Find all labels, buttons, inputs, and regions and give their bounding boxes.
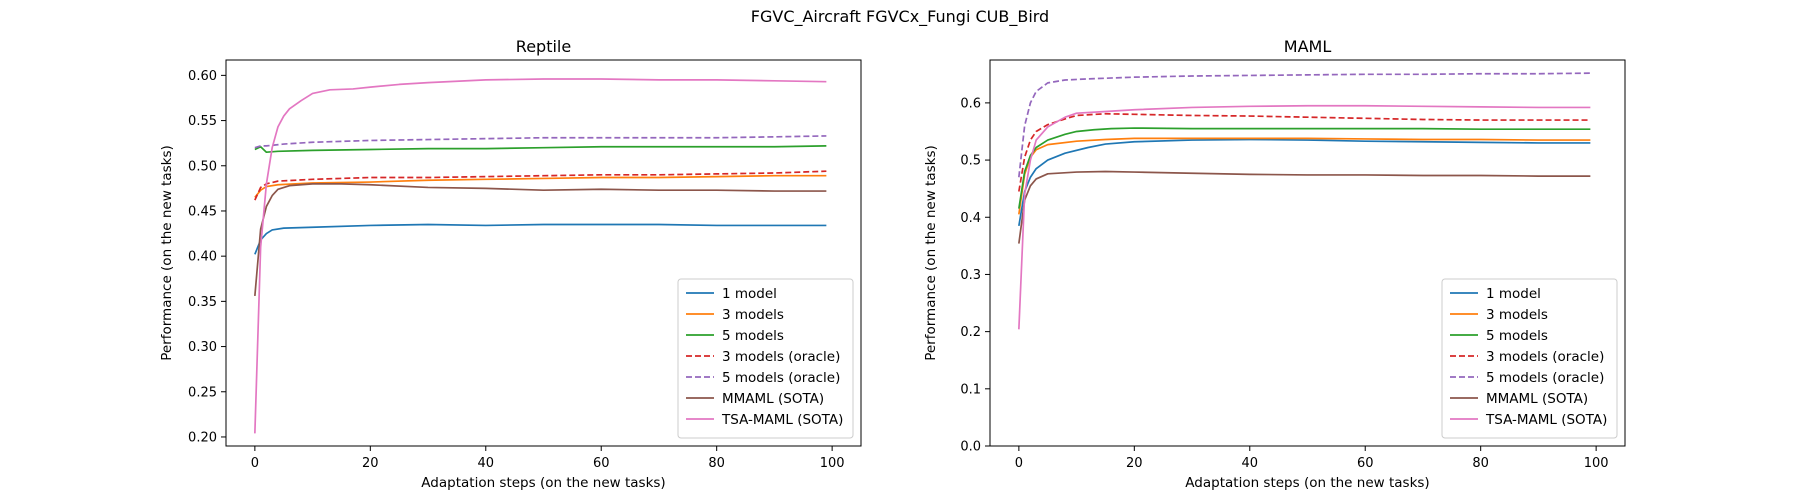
maml-series-5-models-oracle bbox=[1018, 72, 1591, 178]
maml-y-tick-label: 0.2 bbox=[960, 325, 981, 340]
reptile-y-tick-label: 0.25 bbox=[188, 385, 217, 400]
reptile-y-tick-label: 0.30 bbox=[188, 340, 217, 355]
reptile-legend: 1 model 3 models 5 models 3 models (oracle)… bbox=[677, 278, 854, 439]
reptile-series-3-models-oracle bbox=[254, 170, 827, 201]
maml-x-tick-label: 100 bbox=[1584, 456, 1609, 471]
maml-legend-label: 5 models bbox=[1486, 328, 1548, 344]
maml-legend: 1 model 3 models 5 models 3 models (oracle)… bbox=[1441, 278, 1618, 439]
reptile-axes-frame bbox=[225, 59, 862, 447]
maml-series-1-model bbox=[1018, 138, 1591, 226]
reptile-y-tick-label: 0.20 bbox=[188, 430, 217, 445]
reptile-y-tick-label: 0.50 bbox=[188, 159, 217, 174]
maml-y-tick-label: 0.4 bbox=[960, 211, 981, 226]
maml-y-tick-label: 0.5 bbox=[960, 154, 981, 169]
reptile-series-mmaml-sota bbox=[254, 183, 827, 297]
reptile-x-tick-label: 100 bbox=[820, 456, 845, 471]
maml-legend-label: TSA-MAML (SOTA) bbox=[1485, 412, 1607, 428]
maml-legend-label: 3 models bbox=[1486, 307, 1548, 323]
reptile-legend-label: 5 models (oracle) bbox=[722, 370, 840, 386]
maml-y-tick-label: 0.3 bbox=[960, 268, 981, 283]
maml-x-tick-label: 40 bbox=[1241, 456, 1258, 471]
reptile-series-3-models bbox=[254, 174, 827, 198]
reptile-panel: 0 20 40 60 80 100 0.20 0.25 0.30 0.35 0.40 0.45 0.50… bbox=[159, 37, 862, 491]
maml-y-axis-label: Performance (on the new tasks) bbox=[923, 145, 939, 361]
maml-legend-label: 3 models (oracle) bbox=[1486, 349, 1604, 365]
maml-series-tsa-maml-sota bbox=[1018, 104, 1591, 330]
reptile-x-tick-label: 0 bbox=[251, 456, 259, 471]
reptile-series-group bbox=[254, 78, 827, 434]
reptile-legend-box bbox=[677, 278, 854, 439]
maml-axes-frame bbox=[989, 59, 1626, 447]
maml-title: MAML bbox=[1284, 37, 1332, 56]
maml-x-axis-label: Adaptation steps (on the new tasks) bbox=[1185, 475, 1429, 491]
maml-panel: 0 20 40 60 80 100 0.0 0.1 0.2 0.3 0.4 0.5 0.6 MAML Ada… bbox=[923, 37, 1626, 491]
reptile-legend-label: 1 model bbox=[722, 286, 777, 302]
maml-x-tick-label: 80 bbox=[1472, 456, 1489, 471]
reptile-series-1-model bbox=[254, 223, 827, 255]
maml-y-tick-label: 0.1 bbox=[960, 382, 981, 397]
reptile-title: Reptile bbox=[516, 37, 571, 56]
reptile-y-tick-label: 0.55 bbox=[188, 114, 217, 129]
reptile-legend-label: 3 models bbox=[722, 307, 784, 323]
reptile-y-tick-label: 0.60 bbox=[188, 69, 217, 84]
reptile-series-tsa-maml-sota bbox=[254, 78, 827, 434]
maml-series-3-models-oracle bbox=[1018, 112, 1591, 192]
reptile-x-axis-label: Adaptation steps (on the new tasks) bbox=[421, 475, 665, 491]
figure-suptitle: FGVC_Aircraft FGVCx_Fungi CUB_Bird bbox=[751, 7, 1049, 27]
maml-y-tick-label: 0.6 bbox=[960, 96, 981, 111]
maml-series-5-models bbox=[1018, 127, 1591, 209]
reptile-series-5-models-oracle bbox=[254, 135, 827, 149]
reptile-x-tick-label: 20 bbox=[362, 456, 379, 471]
maml-series-group bbox=[1018, 72, 1591, 330]
reptile-series-5-models bbox=[254, 145, 827, 154]
maml-legend-label: 1 model bbox=[1486, 286, 1541, 302]
reptile-y-axis-label: Performance (on the new tasks) bbox=[159, 145, 175, 361]
reptile-y-tick-label: 0.40 bbox=[188, 250, 217, 265]
maml-legend-box bbox=[1441, 278, 1618, 439]
reptile-x-tick-label: 80 bbox=[708, 456, 725, 471]
reptile-legend-label: MMAML (SOTA) bbox=[722, 391, 824, 407]
reptile-legend-label: 5 models bbox=[722, 328, 784, 344]
reptile-x-tick-label: 60 bbox=[593, 456, 610, 471]
reptile-y-tick-label: 0.45 bbox=[188, 204, 217, 219]
maml-series-3-models bbox=[1018, 137, 1591, 215]
maml-legend-label: 5 models (oracle) bbox=[1486, 370, 1604, 386]
maml-x-tick-label: 0 bbox=[1015, 456, 1023, 471]
reptile-x-tick-label: 40 bbox=[477, 456, 494, 471]
reptile-y-tick-label: 0.35 bbox=[188, 295, 217, 310]
reptile-legend-label: 3 models (oracle) bbox=[722, 349, 840, 365]
maml-x-tick-label: 20 bbox=[1126, 456, 1143, 471]
maml-x-tick-label: 60 bbox=[1357, 456, 1374, 471]
maml-legend-label: MMAML (SOTA) bbox=[1486, 391, 1588, 407]
maml-y-tick-label: 0.0 bbox=[960, 440, 981, 455]
reptile-legend-label: TSA-MAML (SOTA) bbox=[721, 412, 843, 428]
maml-series-mmaml-sota bbox=[1018, 170, 1591, 244]
